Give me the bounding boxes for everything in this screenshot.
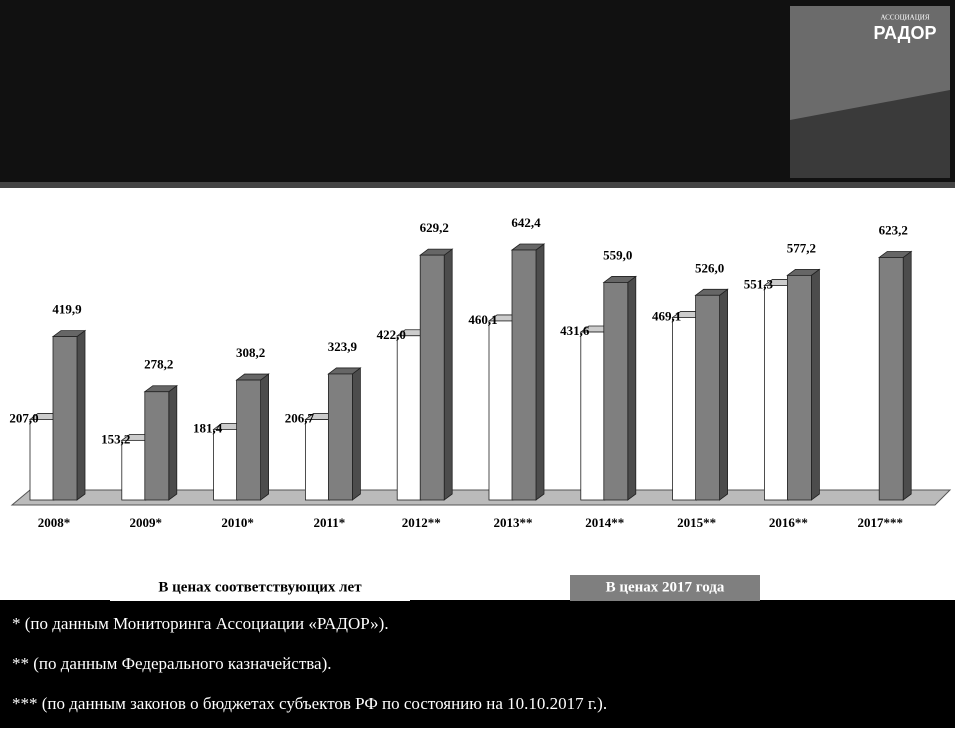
logo: РАДОР xyxy=(874,23,937,43)
bar-side xyxy=(444,249,452,500)
x-tick-label: 2012** xyxy=(402,515,441,530)
bar-front xyxy=(145,392,169,500)
data-label: 551,3 xyxy=(744,276,774,291)
data-label: 153,2 xyxy=(101,431,130,446)
bar-front xyxy=(489,321,513,500)
data-label: 623,2 xyxy=(879,222,908,237)
bar-front xyxy=(397,336,421,500)
bar-front xyxy=(673,317,697,500)
bar xyxy=(328,368,360,500)
bar xyxy=(787,269,819,500)
data-label: 526,0 xyxy=(695,260,724,275)
x-tick-label: 2011* xyxy=(314,515,346,530)
legend-label: В ценах 2017 года xyxy=(606,579,725,595)
bar-front xyxy=(696,295,720,500)
x-tick-label: 2016** xyxy=(769,515,808,530)
legend-label: В ценах соответствующих лет xyxy=(158,579,362,595)
bar-side xyxy=(261,374,269,500)
data-label: 323,9 xyxy=(328,339,358,354)
data-label: 181,4 xyxy=(193,420,223,435)
bar-front xyxy=(305,420,329,500)
bar-front xyxy=(30,419,54,500)
x-tick-label: 2008* xyxy=(38,515,71,530)
x-tick-label: 2013** xyxy=(494,515,533,530)
logo-caption: АССОЦИАЦИЯ xyxy=(880,14,929,22)
bar-side xyxy=(903,251,911,500)
bar-front xyxy=(53,337,77,500)
x-tick-label: 2010* xyxy=(221,515,254,530)
data-label: 308,2 xyxy=(236,345,265,360)
bar-front xyxy=(512,250,536,500)
bar-front xyxy=(214,429,238,500)
data-label: 559,0 xyxy=(603,247,632,262)
data-label: 469,1 xyxy=(652,308,681,323)
header-rule xyxy=(0,182,955,188)
page: АССОЦИАЦИЯ РАДОР 2008* 207,0 419,9 2009* 153… xyxy=(0,0,955,733)
bar-front xyxy=(581,332,605,500)
bar xyxy=(696,289,728,500)
slide: АССОЦИАЦИЯ РАДОР 2008* 207,0 419,9 2009* 153… xyxy=(0,0,955,728)
bar-side xyxy=(536,244,544,500)
bar xyxy=(237,374,269,500)
data-label: 460,1 xyxy=(468,312,497,327)
bar xyxy=(145,386,177,500)
bar-side xyxy=(169,386,177,500)
data-label: 642,4 xyxy=(511,215,541,230)
data-label: 207,0 xyxy=(9,410,38,425)
bar-front xyxy=(764,285,788,500)
bar-side xyxy=(77,331,85,500)
footnote: *** (по данным законов о бюджетах субъек… xyxy=(12,694,607,713)
data-label: 422,0 xyxy=(377,327,406,342)
bar-front xyxy=(328,374,352,500)
bar-side xyxy=(811,269,819,500)
bar-side xyxy=(352,368,360,500)
data-label: 419,9 xyxy=(52,302,82,317)
data-label: 278,2 xyxy=(144,357,173,372)
data-label: 431,6 xyxy=(560,323,590,338)
x-tick-label: 2009* xyxy=(130,515,163,530)
bar-side xyxy=(628,276,636,500)
x-tick-label: 2014** xyxy=(585,515,624,530)
footnote: ** (по данным Федерального казначейства)… xyxy=(12,654,332,673)
bar xyxy=(53,331,85,500)
bar-front xyxy=(237,380,261,500)
bar-front xyxy=(604,282,628,500)
bar xyxy=(604,276,636,500)
footnote: * (по данным Мониторинга Ассоциации «РАД… xyxy=(12,614,389,633)
bar-front xyxy=(787,275,811,500)
bar-front xyxy=(420,255,444,500)
bar-front xyxy=(879,257,903,500)
bar xyxy=(420,249,452,500)
data-label: 577,2 xyxy=(787,240,816,255)
x-tick-label: 2015** xyxy=(677,515,716,530)
bar xyxy=(879,251,911,500)
x-tick-label: 2017*** xyxy=(857,515,903,530)
data-label: 206,7 xyxy=(285,411,315,426)
bar-front xyxy=(122,440,146,500)
bar-side xyxy=(720,289,728,500)
data-label: 629,2 xyxy=(420,220,449,235)
bar xyxy=(512,244,544,500)
